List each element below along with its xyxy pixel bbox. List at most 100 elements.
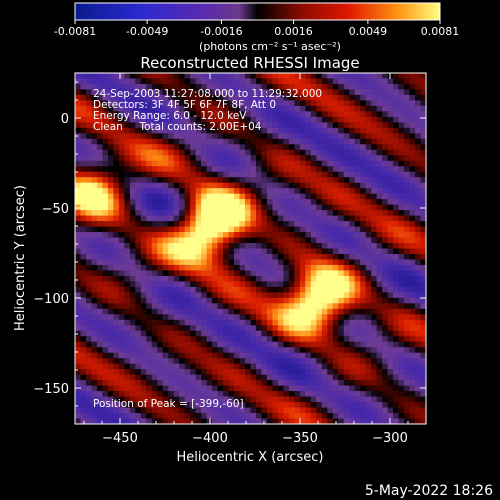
heatmap-cell <box>277 413 284 419</box>
heatmap-cell <box>102 281 109 288</box>
heatmap-cell <box>179 330 186 337</box>
heatmap-cell <box>354 369 361 376</box>
heatmap-cell <box>393 308 399 315</box>
heatmap-cell <box>376 221 383 227</box>
heatmap-cell <box>283 413 290 419</box>
heatmap-cell <box>349 177 356 184</box>
heatmap-cell <box>261 122 268 129</box>
heatmap-cell <box>135 149 142 156</box>
heatmap-cell <box>261 215 268 222</box>
heatmap-cell <box>277 138 284 145</box>
heatmap-cell <box>179 111 186 118</box>
heatmap-cell <box>387 259 394 266</box>
heatmap-cell <box>404 330 410 337</box>
heatmap-cell <box>157 336 164 343</box>
heatmap-cell <box>299 281 306 288</box>
heatmap-cell <box>415 380 421 387</box>
heatmap-cell <box>140 275 147 282</box>
heatmap-cell <box>371 270 378 277</box>
heatmap-cell <box>184 78 191 85</box>
heatmap-cell <box>157 330 164 337</box>
heatmap-cell <box>245 116 251 123</box>
heatmap-cell <box>212 259 218 266</box>
heatmap-cell <box>228 402 235 408</box>
heatmap-cell <box>255 226 262 233</box>
heatmap-cell <box>288 391 295 397</box>
plot-frame <box>74 72 427 425</box>
heatmap-cell <box>206 341 213 348</box>
heatmap-cell <box>107 133 114 140</box>
heatmap-cell <box>124 396 131 403</box>
heatmap-cell <box>294 275 301 282</box>
heatmap-cell <box>294 127 301 134</box>
heatmap-cell <box>393 155 399 162</box>
heatmap-cell <box>85 248 92 255</box>
heatmap-cell <box>272 111 279 118</box>
heatmap-cell <box>343 122 350 129</box>
heatmap-cell <box>85 166 92 173</box>
heatmap-cell <box>129 160 136 167</box>
heatmap-cell <box>168 237 175 244</box>
heatmap-cell <box>409 89 416 96</box>
heatmap-cell <box>107 83 114 90</box>
heatmap-cell <box>102 352 109 359</box>
heatmap-cell <box>118 341 125 348</box>
heatmap-cell <box>206 116 213 123</box>
heatmap-cell <box>316 402 323 408</box>
heatmap-cell <box>277 281 284 288</box>
heatmap-cell <box>327 127 334 134</box>
heatmap-cell <box>118 363 125 370</box>
heatmap-cell <box>272 391 279 397</box>
heatmap-cell <box>206 330 213 337</box>
heatmap-cell <box>206 100 213 107</box>
heatmap-cell <box>365 182 372 189</box>
heatmap-cell <box>179 243 186 249</box>
heatmap-cell <box>228 89 235 96</box>
heatmap-cell <box>261 407 268 414</box>
heatmap-cell <box>376 297 383 304</box>
heatmap-cell <box>162 347 169 354</box>
heatmap-cell <box>80 166 87 173</box>
heatmap-cell <box>305 308 312 315</box>
heatmap-cell <box>371 358 378 365</box>
heatmap-cell <box>321 149 328 156</box>
heatmap-cell <box>332 221 339 227</box>
heatmap-cell <box>415 385 421 392</box>
heatmap-cell <box>387 204 394 211</box>
heatmap-cell <box>212 297 218 304</box>
heatmap-cell <box>376 259 383 266</box>
heatmap-cell <box>376 308 383 315</box>
heatmap-cell <box>283 171 290 178</box>
heatmap-cell <box>102 116 109 123</box>
heatmap-cell <box>360 199 367 206</box>
heatmap-cell <box>124 347 131 354</box>
heatmap-cell <box>387 275 394 282</box>
heatmap-cell <box>96 116 103 123</box>
heatmap-cell <box>162 352 169 359</box>
heatmap-cell <box>409 133 416 140</box>
heatmap-cell <box>294 182 301 189</box>
heatmap-cell <box>201 226 208 233</box>
heatmap-cell <box>239 166 246 173</box>
heatmap-cell <box>107 177 114 184</box>
heatmap-cell <box>190 402 197 408</box>
heatmap-cell <box>343 341 350 348</box>
heatmap-cell <box>305 105 312 112</box>
heatmap-cell <box>140 237 147 244</box>
heatmap-cell <box>206 221 213 227</box>
heatmap-cell <box>184 243 191 249</box>
heatmap-cell <box>327 286 334 293</box>
heatmap-cell <box>255 253 262 260</box>
heatmap-cell <box>354 215 361 222</box>
heatmap-cell <box>151 374 158 381</box>
heatmap-cell <box>409 155 416 162</box>
heatmap-cell <box>393 369 399 376</box>
heatmap-cell <box>415 116 421 123</box>
heatmap-cell <box>250 259 257 266</box>
heatmap-cell <box>206 133 213 140</box>
heatmap-cell <box>85 226 92 233</box>
heatmap-cell <box>135 73 142 79</box>
heatmap-cell <box>124 407 131 414</box>
heatmap-cell <box>162 105 169 112</box>
